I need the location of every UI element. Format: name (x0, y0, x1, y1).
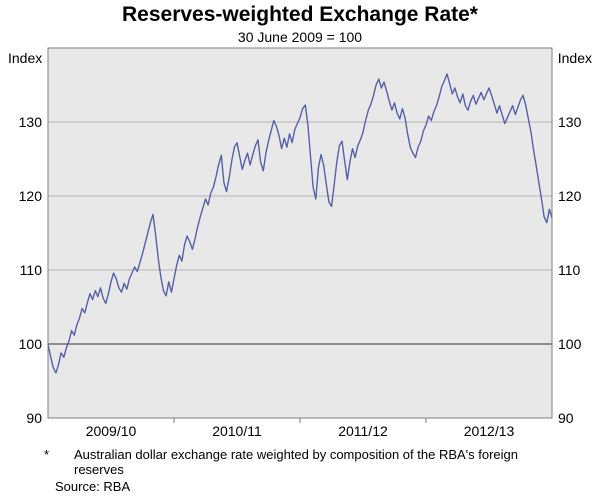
x-axis-label: 2009/10 (85, 423, 137, 439)
footnote-text: Australian dollar exchange rate weighted… (74, 447, 519, 477)
footnote-marker: * (44, 447, 50, 462)
y-axis-label-right: 90 (558, 410, 574, 426)
y-axis-label-right: 110 (558, 262, 581, 278)
y-axis-unit-right: Index (557, 50, 592, 66)
y-axis-label-left: 120 (18, 188, 42, 204)
x-axis-label: 2012/13 (463, 423, 515, 439)
x-axis-label: 2011/12 (338, 423, 388, 439)
source-note: Source: RBA (55, 479, 131, 494)
x-axis-label: 2010/11 (212, 423, 262, 439)
y-axis-label-left: 110 (19, 262, 42, 278)
y-axis-label-left: 90 (26, 410, 42, 426)
footnote: * Australian dollar exchange rate weight… (44, 447, 556, 477)
y-axis-label-left: 130 (18, 114, 42, 130)
y-axis-label-left: 100 (18, 336, 42, 352)
chart-title: Reserves-weighted Exchange Rate* (122, 3, 478, 26)
series-line (47, 73, 553, 374)
y-axis-label-right: 130 (558, 114, 582, 130)
y-axis-unit-left: Index (8, 50, 43, 66)
plot-frame (47, 47, 553, 419)
y-axis-label-right: 100 (558, 336, 582, 352)
chart-subtitle: 30 June 2009 = 100 (237, 29, 363, 45)
y-axis-label-right: 120 (558, 188, 582, 204)
